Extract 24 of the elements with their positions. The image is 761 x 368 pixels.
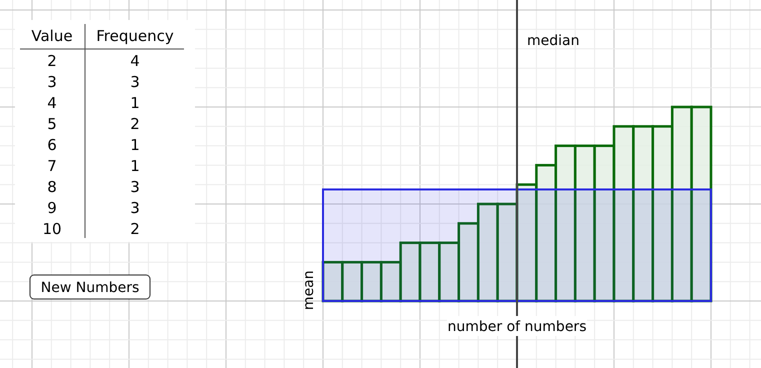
data-label: 1 [130, 157, 140, 175]
y-tick-label: 8 [47, 178, 57, 196]
y-tick-label: 2 [47, 52, 57, 70]
data-label: 1 [130, 94, 140, 112]
data-label: 3 [130, 73, 140, 91]
data-label: 3 [130, 178, 140, 196]
y-tick-label: 3 [47, 73, 57, 91]
y-tick-label: 7 [47, 157, 57, 175]
data-label: 2 [130, 220, 140, 238]
data-label: 1 [130, 136, 140, 154]
text: New Numbers [40, 280, 140, 296]
y-tick-label: 9 [47, 199, 57, 217]
y-tick-label: 6 [47, 136, 57, 154]
y-tick-label: 4 [47, 94, 57, 112]
text: median [527, 33, 580, 49]
data-label: 3 [130, 199, 140, 217]
y-tick-label: 5 [47, 115, 57, 133]
band-label: mean [301, 270, 317, 310]
x-axis-title: number of numbers [448, 319, 586, 335]
data-label: 4 [130, 52, 140, 70]
y-axis-title: Value [31, 27, 73, 45]
y-tick-label: 10 [42, 220, 62, 238]
x-tick-label: Frequency [96, 27, 174, 45]
data-label: 2 [130, 115, 140, 133]
